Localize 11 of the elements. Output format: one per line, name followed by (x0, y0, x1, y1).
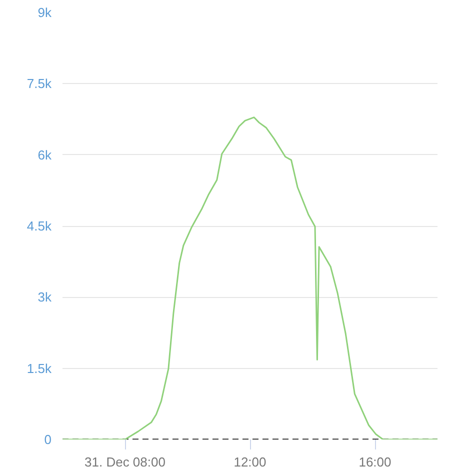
y-tick-label: 0 (44, 432, 52, 447)
y-tick-label: 6k (38, 147, 52, 162)
y-tick-label: 3k (38, 290, 52, 305)
x-tick-label: 31. Dec 08:00 (84, 454, 166, 470)
line-series (62, 116, 438, 440)
y-tick-label: 4.5k (26, 218, 52, 234)
y-tick-label: 9k (38, 5, 52, 20)
x-tick-label: 16:00 (358, 454, 392, 470)
x-tick-label: 12:00 (234, 454, 266, 470)
y-tick-label: 7.5k (26, 76, 52, 92)
y-tick-label: 1.5k (26, 360, 52, 376)
